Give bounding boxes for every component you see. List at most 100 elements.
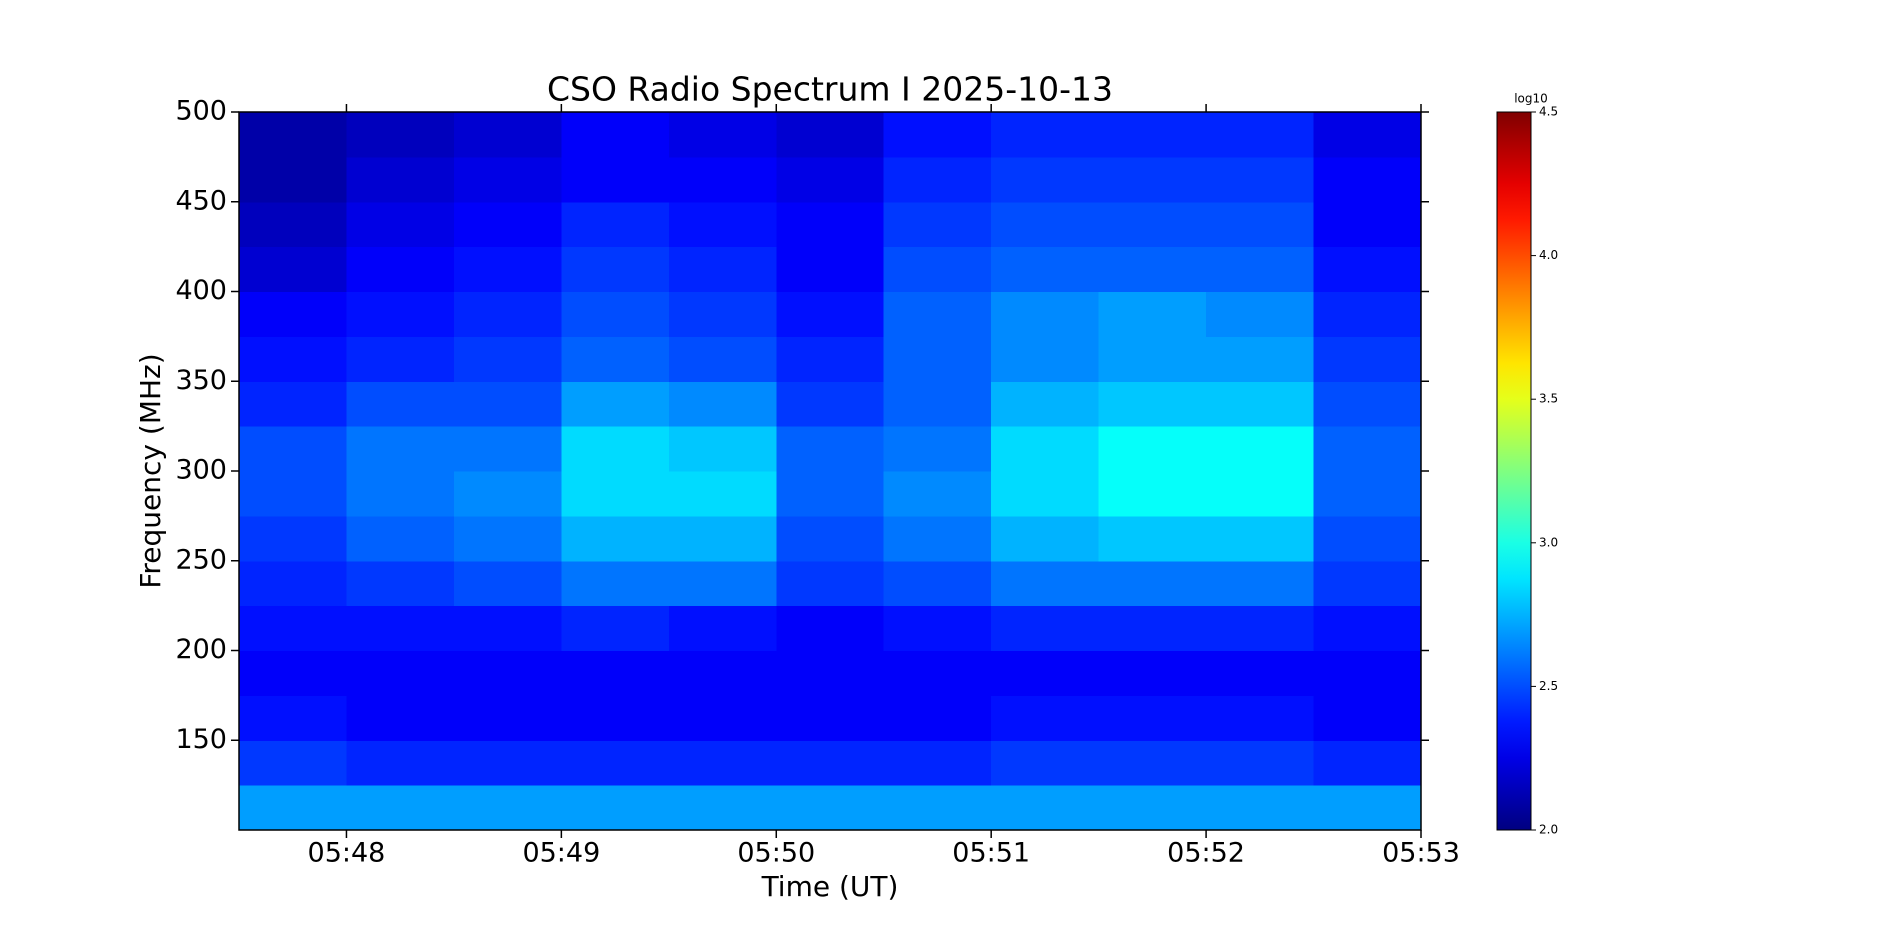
heatmap-cell — [1098, 560, 1207, 607]
heatmap-cell — [1098, 156, 1207, 203]
heatmap-cell — [1098, 471, 1207, 517]
heatmap-cell — [239, 695, 347, 741]
heatmap-cell — [668, 605, 777, 651]
heatmap-cell — [346, 605, 455, 651]
heatmap-cell — [239, 381, 347, 427]
heatmap-cell — [1313, 560, 1422, 607]
heatmap-cell — [776, 291, 885, 337]
heatmap-cell — [239, 201, 347, 248]
heatmap-cell — [668, 695, 777, 741]
heatmap-cell — [1313, 605, 1422, 651]
heatmap-cell — [453, 785, 562, 831]
heatmap — [239, 112, 1422, 831]
heatmap-cell — [883, 605, 992, 651]
heatmap-cell — [561, 650, 670, 696]
heatmap-cell — [1313, 515, 1422, 562]
heatmap-cell — [883, 560, 992, 607]
heatmap-cell — [883, 156, 992, 203]
heatmap-cell — [883, 336, 992, 382]
heatmap-cell — [239, 740, 347, 786]
heatmap-cell — [991, 156, 1100, 203]
heatmap-cell — [1098, 785, 1207, 831]
heatmap-cell — [991, 515, 1100, 562]
heatmap-cell — [453, 156, 562, 203]
heatmap-cell — [1313, 156, 1422, 203]
x-tick-label: 05:49 — [522, 838, 600, 869]
heatmap-cell — [883, 650, 992, 696]
heatmap-cell — [776, 426, 885, 472]
heatmap-cell — [561, 695, 670, 741]
heatmap-cell — [991, 112, 1100, 158]
heatmap-cell — [883, 201, 992, 248]
y-tick-label: 200 — [175, 634, 227, 665]
heatmap-cell — [776, 605, 885, 651]
heatmap-cell — [561, 201, 670, 248]
heatmap-cell — [561, 785, 670, 831]
heatmap-cell — [991, 201, 1100, 248]
heatmap-cell — [991, 560, 1100, 607]
heatmap-cell — [883, 515, 992, 562]
heatmap-cell — [1206, 650, 1315, 696]
heatmap-cell — [453, 560, 562, 607]
heatmap-cell — [561, 605, 670, 651]
heatmap-cell — [883, 381, 992, 427]
heatmap-cell — [991, 336, 1100, 382]
y-tick-label: 250 — [175, 544, 227, 575]
heatmap-cell — [668, 381, 777, 427]
heatmap-cell — [239, 291, 347, 337]
heatmap-cell — [776, 695, 885, 741]
heatmap-cell — [776, 471, 885, 517]
y-tick-label: 400 — [175, 275, 227, 306]
heatmap-cell — [453, 201, 562, 248]
heatmap-cell — [1313, 695, 1422, 741]
heatmap-cell — [453, 291, 562, 337]
heatmap-cell — [1206, 201, 1315, 248]
x-axis-label: Time (UT) — [761, 870, 899, 903]
heatmap-cell — [991, 650, 1100, 696]
heatmap-cell — [453, 471, 562, 517]
heatmap-cell — [1313, 381, 1422, 427]
heatmap-cell — [453, 426, 562, 472]
heatmap-cell — [991, 471, 1100, 517]
heatmap-cell — [453, 740, 562, 786]
heatmap-cell — [453, 650, 562, 696]
colorbar-tick-label: 4.5 — [1539, 105, 1558, 119]
heatmap-cell — [776, 156, 885, 203]
heatmap-cell — [1206, 695, 1315, 741]
heatmap-cell — [776, 336, 885, 382]
heatmap-cell — [239, 785, 347, 831]
heatmap-cell — [1098, 291, 1207, 337]
heatmap-cell — [1313, 291, 1422, 337]
heatmap-cell — [1098, 695, 1207, 741]
chart-title: CSO Radio Spectrum I 2025-10-13 — [547, 70, 1113, 109]
heatmap-cell — [1313, 426, 1422, 472]
heatmap-cell — [776, 515, 885, 562]
colorbar — [1496, 111, 1532, 831]
heatmap-cell — [883, 246, 992, 292]
y-tick-label: 500 — [175, 96, 227, 127]
colorbar-tick-label: 3.5 — [1539, 392, 1558, 406]
heatmap-cell — [453, 336, 562, 382]
heatmap-cell — [239, 156, 347, 203]
heatmap-cell — [1206, 471, 1315, 517]
x-tick-label: 05:51 — [952, 838, 1030, 869]
heatmap-cell — [991, 426, 1100, 472]
heatmap-cell — [346, 471, 455, 517]
x-tick-label: 05:50 — [737, 838, 815, 869]
heatmap-cell — [668, 471, 777, 517]
heatmap-cell — [239, 471, 347, 517]
heatmap-cell — [1313, 785, 1422, 831]
colorbar-tick-label: 2.5 — [1539, 679, 1558, 693]
y-tick-label: 350 — [175, 365, 227, 396]
heatmap-cell — [1206, 560, 1315, 607]
heatmap-cell — [1206, 112, 1315, 158]
heatmap-cell — [991, 605, 1100, 651]
heatmap-cell — [1098, 650, 1207, 696]
heatmap-cell — [1098, 426, 1207, 472]
heatmap-cell — [346, 201, 455, 248]
heatmap-cell — [776, 560, 885, 607]
heatmap-cell — [668, 740, 777, 786]
heatmap-cell — [239, 515, 347, 562]
